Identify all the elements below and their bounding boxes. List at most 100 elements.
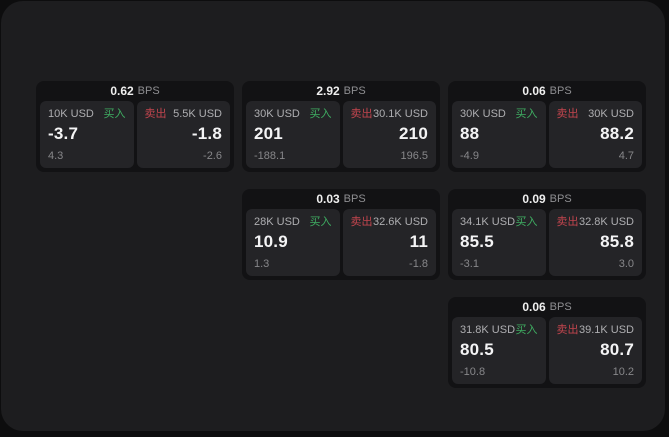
sell-side-label: 卖出 xyxy=(556,108,579,120)
sell-price-value: 85.8 xyxy=(600,232,634,251)
buy-price-value: 201 xyxy=(254,124,283,143)
buy-quote-panel[interactable]: 30K USD 买入 88 -4.9 xyxy=(452,101,546,168)
buy-price-value: 85.5 xyxy=(460,232,494,251)
sell-side-label: 卖出 xyxy=(144,108,167,120)
sell-size-label: 30K USD xyxy=(588,108,634,120)
sell-panel-header: 卖出 39.1K USD xyxy=(557,324,635,337)
buy-side-label: 买入 xyxy=(309,108,332,120)
card-header: 0.06 BPS xyxy=(452,297,642,317)
buy-sub-value: -3.1 xyxy=(460,258,479,270)
bps-spread-value: 0.62 xyxy=(110,84,134,98)
buy-price-value: 10.9 xyxy=(254,232,288,251)
quote-panels: 34.1K USD 买入 85.5 -3.1 卖出 32.8K USD 85.8… xyxy=(452,209,642,276)
bps-spread-value: 0.06 xyxy=(522,300,546,314)
sell-sub-value: 196.5 xyxy=(400,150,428,162)
card-header: 0.09 BPS xyxy=(452,189,642,209)
sell-quote-panel[interactable]: 卖出 30K USD 88.2 4.7 xyxy=(548,101,642,168)
bps-spread-value: 2.92 xyxy=(316,84,340,98)
buy-side-label: 买入 xyxy=(103,108,126,120)
buy-quote-panel[interactable]: 31.8K USD 买入 80.5 -10.8 xyxy=(452,317,546,384)
bps-spread-value: 0.06 xyxy=(522,84,546,98)
buy-panel-header: 28K USD 买入 xyxy=(254,216,332,229)
buy-sub-value: 4.3 xyxy=(48,150,64,162)
buy-quote-panel[interactable]: 30K USD 买入 201 -188.1 xyxy=(246,101,340,168)
quote-card: 0.09 BPS 34.1K USD 买入 85.5 -3.1 卖出 32.8K… xyxy=(448,189,646,280)
sell-size-label: 39.1K USD xyxy=(578,324,634,336)
sell-sub-value: -2.6 xyxy=(203,150,222,162)
sell-side-label: 卖出 xyxy=(556,324,579,336)
buy-quote-panel[interactable]: 10K USD 买入 -3.7 4.3 xyxy=(40,101,134,168)
bps-unit-label: BPS xyxy=(549,301,572,313)
buy-side-label: 买入 xyxy=(515,108,538,120)
quote-card: 2.92 BPS 30K USD 买入 201 -188.1 卖出 30.1K … xyxy=(242,81,440,172)
sell-sub-value: 10.2 xyxy=(612,366,634,378)
buy-sub-value: -4.9 xyxy=(460,150,479,162)
sell-side-label: 卖出 xyxy=(350,216,373,228)
bps-unit-label: BPS xyxy=(137,85,160,97)
sell-size-label: 30.1K USD xyxy=(372,108,428,120)
buy-sub-value: 1.3 xyxy=(254,258,270,270)
sell-price-value: 80.7 xyxy=(600,340,634,359)
quote-card: 0.03 BPS 28K USD 买入 10.9 1.3 卖出 32.6K US… xyxy=(242,189,440,280)
quote-card: 0.62 BPS 10K USD 买入 -3.7 4.3 卖出 5.5K USD… xyxy=(36,81,234,172)
sell-panel-header: 卖出 32.8K USD xyxy=(557,216,635,229)
sell-size-label: 32.8K USD xyxy=(578,216,634,228)
sell-sub-value: 4.7 xyxy=(618,150,634,162)
buy-panel-header: 31.8K USD 买入 xyxy=(460,324,538,337)
sell-quote-panel[interactable]: 卖出 5.5K USD -1.8 -2.6 xyxy=(136,101,230,168)
buy-size-label: 30K USD xyxy=(460,108,506,120)
buy-quote-panel[interactable]: 34.1K USD 买入 85.5 -3.1 xyxy=(452,209,546,276)
card-header: 0.62 BPS xyxy=(40,81,230,101)
sell-sub-value: 3.0 xyxy=(618,258,634,270)
sell-quote-panel[interactable]: 卖出 30.1K USD 210 196.5 xyxy=(342,101,436,168)
bps-unit-label: BPS xyxy=(549,85,572,97)
quote-panels: 10K USD 买入 -3.7 4.3 卖出 5.5K USD -1.8 -2.… xyxy=(40,101,230,168)
bps-unit-label: BPS xyxy=(549,193,572,205)
buy-side-label: 买入 xyxy=(515,216,538,228)
buy-side-label: 买入 xyxy=(309,216,332,228)
sell-quote-panel[interactable]: 卖出 32.8K USD 85.8 3.0 xyxy=(548,209,642,276)
sell-panel-header: 卖出 30K USD xyxy=(557,108,635,121)
buy-panel-header: 30K USD 买入 xyxy=(460,108,538,121)
card-header: 0.03 BPS xyxy=(246,189,436,209)
sell-side-label: 卖出 xyxy=(556,216,579,228)
quote-card-grid: 0.62 BPS 10K USD 买入 -3.7 4.3 卖出 5.5K USD… xyxy=(36,81,646,388)
bps-spread-value: 0.03 xyxy=(316,192,340,206)
sell-panel-header: 卖出 32.6K USD xyxy=(351,216,429,229)
buy-panel-header: 34.1K USD 买入 xyxy=(460,216,538,229)
bps-unit-label: BPS xyxy=(343,85,366,97)
buy-panel-header: 10K USD 买入 xyxy=(48,108,126,121)
buy-size-label: 31.8K USD xyxy=(460,324,516,336)
sell-size-label: 5.5K USD xyxy=(173,108,222,120)
buy-price-value: -3.7 xyxy=(48,124,79,143)
quote-panels: 30K USD 买入 201 -188.1 卖出 30.1K USD 210 1… xyxy=(246,101,436,168)
sell-price-value: 210 xyxy=(399,124,428,143)
buy-quote-panel[interactable]: 28K USD 买入 10.9 1.3 xyxy=(246,209,340,276)
bps-unit-label: BPS xyxy=(343,193,366,205)
quote-card: 0.06 BPS 31.8K USD 买入 80.5 -10.8 卖出 39.1… xyxy=(448,297,646,388)
buy-panel-header: 30K USD 买入 xyxy=(254,108,332,121)
sell-size-label: 32.6K USD xyxy=(372,216,428,228)
sell-sub-value: -1.8 xyxy=(409,258,428,270)
buy-size-label: 10K USD xyxy=(48,108,94,120)
quote-panels: 31.8K USD 买入 80.5 -10.8 卖出 39.1K USD 80.… xyxy=(452,317,642,384)
buy-price-value: 80.5 xyxy=(460,340,494,359)
buy-size-label: 30K USD xyxy=(254,108,300,120)
quote-panels: 28K USD 买入 10.9 1.3 卖出 32.6K USD 11 -1.8 xyxy=(246,209,436,276)
buy-size-label: 28K USD xyxy=(254,216,300,228)
sell-price-value: 88.2 xyxy=(600,124,634,143)
sell-side-label: 卖出 xyxy=(350,108,373,120)
sell-price-value: -1.8 xyxy=(191,124,222,143)
buy-sub-value: -188.1 xyxy=(254,150,286,162)
buy-size-label: 34.1K USD xyxy=(460,216,516,228)
sell-quote-panel[interactable]: 卖出 39.1K USD 80.7 10.2 xyxy=(548,317,642,384)
sell-panel-header: 卖出 5.5K USD xyxy=(145,108,223,121)
buy-side-label: 买入 xyxy=(515,324,538,336)
quote-panels: 30K USD 买入 88 -4.9 卖出 30K USD 88.2 4.7 xyxy=(452,101,642,168)
sell-price-value: 11 xyxy=(409,232,428,251)
sell-panel-header: 卖出 30.1K USD xyxy=(351,108,429,121)
app-window: 0.62 BPS 10K USD 买入 -3.7 4.3 卖出 5.5K USD… xyxy=(1,1,665,431)
quote-card: 0.06 BPS 30K USD 买入 88 -4.9 卖出 30K USD 8… xyxy=(448,81,646,172)
card-header: 0.06 BPS xyxy=(452,81,642,101)
sell-quote-panel[interactable]: 卖出 32.6K USD 11 -1.8 xyxy=(342,209,436,276)
